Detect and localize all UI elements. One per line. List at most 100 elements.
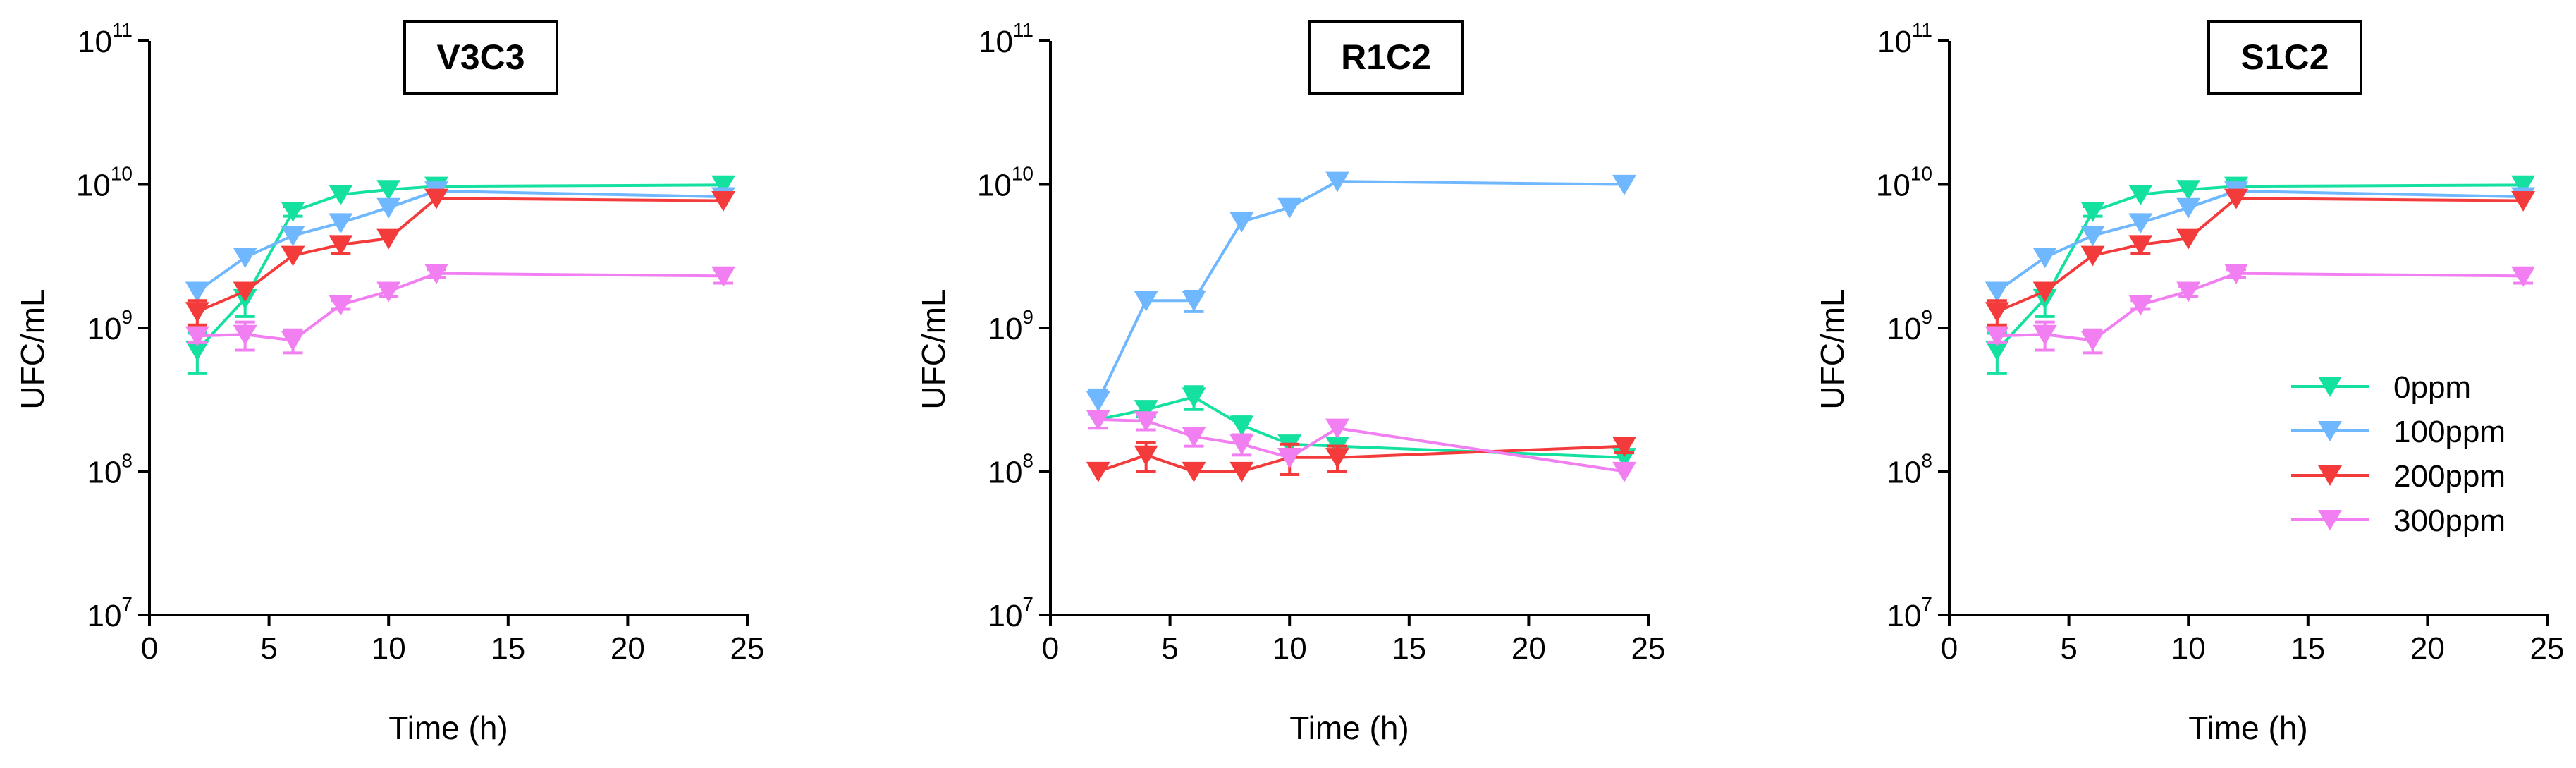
legend-label: 200ppm — [2393, 459, 2506, 494]
data-point — [233, 324, 257, 346]
data-point — [2080, 245, 2105, 267]
data-point — [2032, 248, 2057, 269]
data-point — [2032, 324, 2057, 346]
data-point — [1612, 174, 1637, 195]
data-point — [1086, 461, 1110, 482]
x-tick-label: 5 — [2060, 631, 2077, 666]
x-tick-label: 25 — [730, 631, 765, 666]
x-axis-title: Time (h) — [388, 709, 508, 746]
x-tick-label: 15 — [2290, 631, 2325, 666]
y-tick-label: 109 — [988, 306, 1034, 346]
data-point — [329, 185, 353, 206]
legend-label: 300ppm — [2393, 504, 2506, 538]
series-200ppm — [185, 188, 736, 327]
data-point — [2080, 201, 2105, 222]
y-tick-label: 107 — [1887, 593, 1932, 633]
series-line-200ppm — [197, 197, 724, 313]
data-point — [329, 295, 353, 316]
legend-item-300ppm: 300ppm — [2291, 504, 2506, 538]
y-tick-label: 1010 — [76, 163, 133, 203]
data-point — [1134, 411, 1158, 432]
data-point — [2176, 180, 2201, 201]
data-point — [1134, 445, 1158, 466]
data-point — [2080, 226, 2105, 247]
data-point — [1229, 461, 1254, 482]
data-point — [2128, 235, 2153, 256]
series-200ppm — [1985, 188, 2536, 327]
y-tick-label: 107 — [988, 593, 1034, 633]
data-point — [281, 245, 305, 267]
series-300ppm — [1086, 410, 1637, 482]
data-point — [281, 226, 305, 247]
data-point — [1277, 448, 1302, 469]
series-line-300ppm — [1997, 272, 2524, 342]
data-point — [1985, 302, 2009, 323]
chart-panel-s1c2: 107 108 109 1010 1011 0 5 10 15 20 25 Time (h) UFC/m… — [1814, 19, 2564, 746]
x-axis-title: Time (h) — [2188, 709, 2308, 746]
x-tick-label: 0 — [141, 631, 158, 666]
y-tick-label: 1011 — [979, 19, 1034, 59]
x-tick-label: 15 — [1392, 631, 1426, 666]
x-tick-label: 25 — [1631, 631, 1666, 666]
data-point — [424, 188, 449, 209]
y-tick-label: 1011 — [78, 19, 133, 59]
data-point — [233, 281, 257, 303]
x-tick-label: 20 — [611, 631, 645, 666]
data-point — [2128, 213, 2153, 234]
data-point — [1229, 415, 1254, 437]
data-point — [2176, 197, 2201, 219]
data-point — [185, 281, 209, 303]
x-tick-label: 20 — [1511, 631, 1546, 666]
series-100ppm — [1086, 171, 1637, 416]
panel-title-box — [2207, 20, 2362, 95]
x-tick-label: 15 — [491, 631, 525, 666]
series-line-300ppm — [197, 272, 724, 342]
data-point — [1182, 387, 1206, 408]
data-point — [185, 340, 209, 361]
legend-item-200ppm: 200ppm — [2291, 459, 2506, 494]
y-tick-label: 109 — [1887, 306, 1932, 346]
data-point — [1182, 291, 1206, 312]
data-point — [1086, 410, 1110, 431]
x-tick-label: 0 — [1042, 631, 1059, 666]
series-300ppm — [185, 264, 736, 355]
data-point — [1325, 448, 1350, 469]
legend-marker — [2318, 421, 2342, 441]
data-point — [281, 201, 305, 222]
data-point — [2511, 190, 2536, 212]
y-tick-label: 107 — [87, 593, 133, 633]
legend-item-100ppm: 100ppm — [2291, 415, 2506, 449]
data-point — [1182, 427, 1206, 448]
data-point — [424, 264, 449, 284]
x-tick-label: 10 — [1272, 631, 1307, 666]
panel-title: R1C2 — [1341, 37, 1431, 77]
y-axis-title: UFC/mL — [915, 288, 952, 409]
data-point — [2511, 266, 2536, 287]
legend-label: 0ppm — [2393, 370, 2471, 405]
data-point — [711, 190, 736, 212]
data-point — [1612, 461, 1637, 482]
data-point — [1325, 171, 1350, 193]
y-tick-label: 108 — [988, 450, 1034, 490]
x-tick-label: 25 — [2530, 631, 2565, 666]
y-tick-label: 1010 — [1876, 163, 1932, 203]
data-point — [2511, 175, 2536, 196]
data-point — [281, 330, 305, 351]
chart-panel-r1c2: 107 108 109 1010 1011 0 5 10 15 20 25 Time (h) UFC/m… — [915, 19, 1665, 746]
x-tick-label: 5 — [1161, 631, 1178, 666]
x-tick-label: 20 — [2410, 631, 2445, 666]
x-axis-title: Time (h) — [1289, 709, 1409, 746]
legend-item-0ppm: 0ppm — [2291, 370, 2471, 405]
y-tick-label: 1010 — [977, 163, 1034, 203]
data-point — [711, 266, 736, 287]
legend-marker — [2318, 510, 2342, 530]
legend-marker — [2318, 377, 2342, 397]
y-tick-label: 1011 — [1877, 19, 1932, 59]
data-point — [376, 228, 401, 250]
y-tick-label: 108 — [87, 450, 133, 490]
data-point — [1325, 418, 1350, 439]
panel-title: V3C3 — [436, 37, 525, 77]
series-300ppm — [1985, 264, 2536, 355]
panel-title-box — [1308, 20, 1464, 95]
